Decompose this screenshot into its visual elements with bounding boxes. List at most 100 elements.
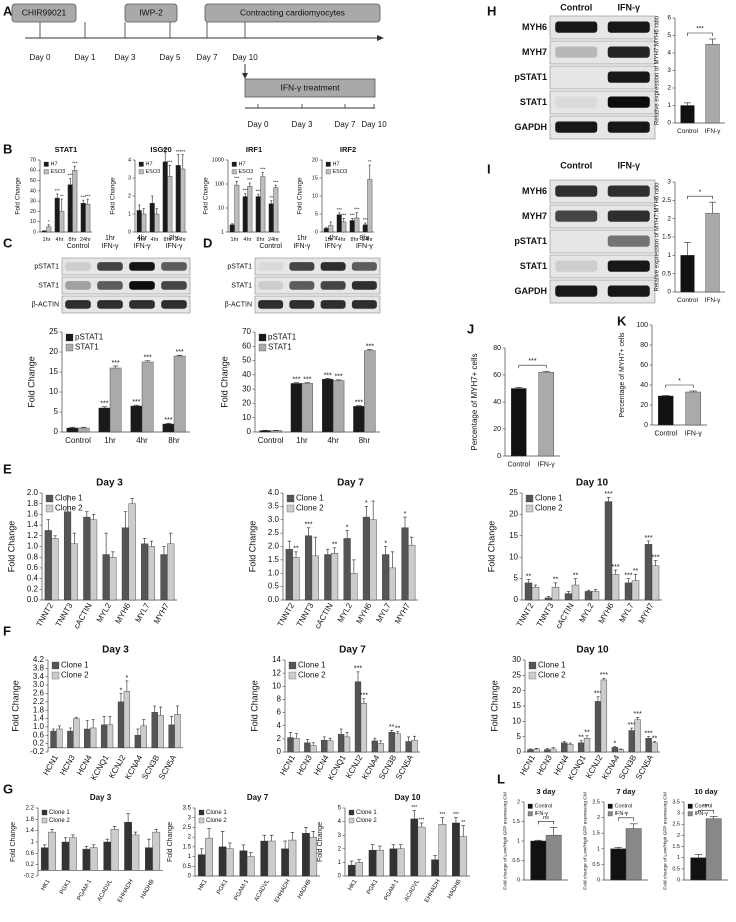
panel-label: J [467,321,474,336]
bar [550,748,557,753]
y-axis-label: Fold Change [219,356,229,408]
y-tick-label: 0 [338,874,342,880]
blot-band [555,210,598,222]
bar [124,821,132,871]
x-tick-label: HK1 [347,878,358,892]
y-tick-label: 6 [277,708,282,717]
y-tick-label: 20 [640,402,648,409]
legend-swatch [138,161,144,167]
chart-title: Day 7 [337,478,364,489]
bar [324,554,332,601]
blot-band [65,300,91,309]
bar [98,407,111,433]
bar [180,168,186,233]
bar [152,831,161,871]
y-tick-label: 1.0 [268,568,280,577]
y-tick-label: 3 [677,811,680,817]
significance: *** [144,355,152,362]
significance: *** [273,179,279,184]
bar [431,859,439,877]
bar [685,391,702,426]
chart-title: Day 10 [395,793,421,802]
bar [72,170,78,233]
y-tick-label: 8 [277,695,282,704]
bar [73,718,80,749]
x-tick-label: HK1 [40,878,51,892]
blot-column-label: IFN-γ [618,2,641,12]
significance: *** [292,377,300,384]
x-tick-label: 8hr [257,237,265,243]
blot-band [607,46,650,58]
x-tick-label: 1hr [43,237,51,243]
y-tick-label: 1 [597,846,600,852]
y-tick-label: 2 [277,734,282,743]
legend-swatch [138,169,144,175]
legend-swatch [607,811,613,817]
bar [331,552,339,601]
significance: *** [256,188,262,193]
bar [566,744,574,753]
chart-title: STAT1 [55,145,78,154]
y-tick-label: 10 [509,552,518,561]
bar [561,742,568,753]
y-tick-label: 3.0 [33,680,45,689]
significance: *** [528,358,536,365]
legend-label: Clone 2 [206,818,227,824]
y-tick-label: 0.2 [27,584,39,593]
blot-band [320,262,346,271]
y-tick-label: 10 [49,387,58,396]
significance: *** [363,217,369,222]
bar [349,220,355,233]
y-tick-label: 1 [188,854,192,860]
treatment-label: IFN-γ treatment [280,82,340,92]
significance: *** [163,147,169,152]
y-tick-label: 3 [338,833,342,839]
blot-band [320,300,346,309]
chart-title: Day 10 [576,478,609,489]
significance: *** [411,805,417,811]
bar [46,226,52,233]
y-tick-label: 4.0 [268,488,280,497]
bar [226,848,234,877]
bar [51,538,59,601]
panel-label: L [497,771,505,786]
bar [362,516,370,601]
bar [544,749,551,753]
significance: *** [634,711,642,718]
legend-swatch [43,161,49,167]
blot-band [320,281,346,290]
y-tick-label: 1.2 [27,531,39,540]
y-tick-label: 1.5 [662,234,671,241]
bar [290,383,303,433]
bar [309,836,318,877]
blot-row-label: β-ACTIN [225,301,252,308]
x-tick-label: Control [507,461,530,468]
legend-swatch [525,504,534,513]
y-tick-label: 25 [512,670,521,679]
blot-band [351,262,377,271]
significance: * [678,378,681,385]
significance: *** [55,188,61,193]
legend-swatch [286,504,295,513]
legend-swatch [198,817,205,824]
x-tick-label: 4hr [151,237,159,243]
bar [61,841,70,871]
y-tick-label: 2 [677,833,680,839]
bar [388,567,397,601]
bar [134,735,142,749]
y-tick-label: 0 [514,595,519,604]
panel-label: K [617,313,627,328]
significance: *** [180,149,186,154]
bar [149,202,155,233]
significance: *** [366,343,374,350]
significance: ** [652,735,658,742]
legend-label: H7 [239,162,246,168]
bar [229,224,235,233]
significance: ** [368,159,372,164]
significance-bracket [687,195,713,200]
bar [564,593,573,601]
legend-label: Clone 2 [538,671,566,680]
bar [66,427,79,433]
bar [364,350,376,433]
legend-label: STAT1 [268,343,292,352]
